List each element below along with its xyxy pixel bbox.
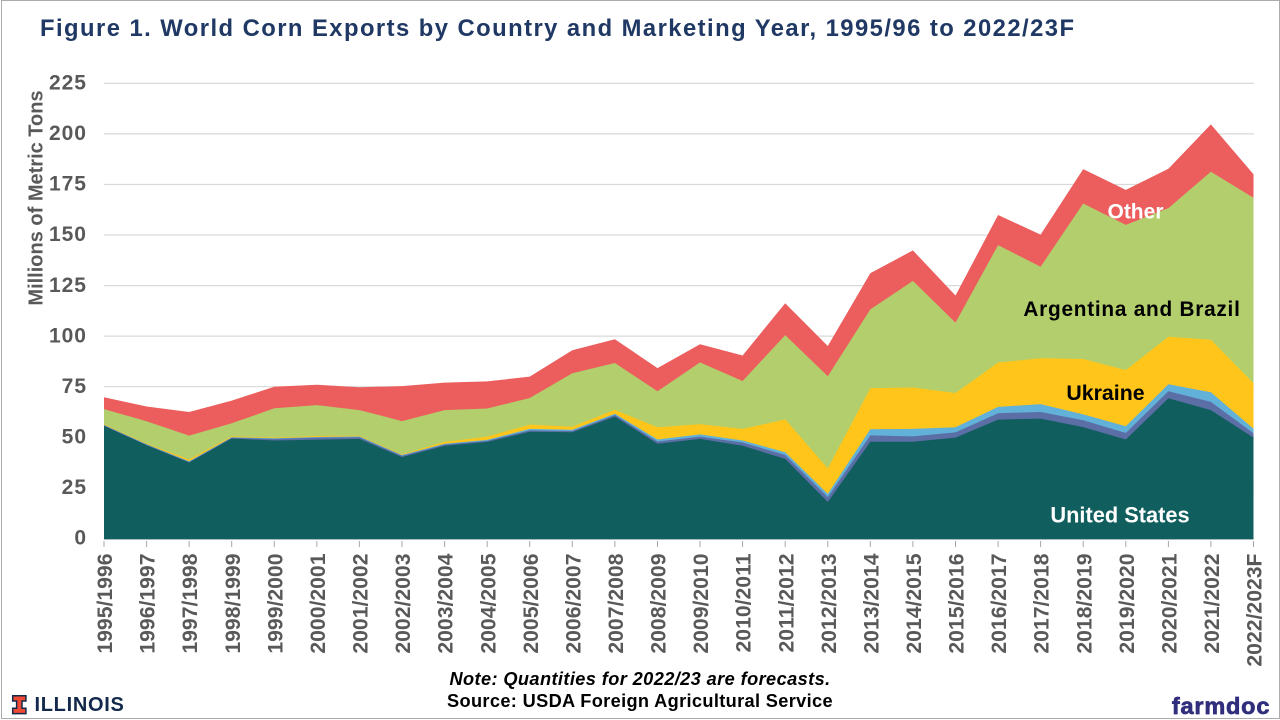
svg-text:1995/1996: 1995/1996	[94, 553, 117, 653]
svg-text:2009/2010: 2009/2010	[690, 554, 713, 654]
svg-text:Millions of Metric Tons: Millions of Metric Tons	[26, 90, 48, 305]
svg-text:2001/2002: 2001/2002	[350, 554, 373, 654]
svg-text:100: 100	[49, 324, 87, 347]
svg-text:175: 175	[49, 173, 87, 196]
svg-text:2020/2021: 2020/2021	[1159, 553, 1182, 653]
svg-text:1998/1999: 1998/1999	[222, 554, 245, 654]
svg-text:225: 225	[49, 72, 87, 95]
svg-text:2011/2012: 2011/2012	[775, 554, 798, 653]
svg-text:2018/2019: 2018/2019	[1073, 554, 1096, 654]
svg-text:2007/2008: 2007/2008	[605, 553, 628, 653]
svg-text:United States: United States	[1050, 503, 1189, 528]
svg-text:1997/1998: 1997/1998	[179, 553, 202, 653]
svg-text:0: 0	[74, 527, 87, 550]
svg-text:2004/2005: 2004/2005	[477, 553, 500, 653]
svg-text:2002/2003: 2002/2003	[392, 553, 415, 653]
svg-text:2021/2022: 2021/2022	[1201, 554, 1224, 654]
svg-text:150: 150	[49, 223, 87, 246]
svg-text:2006/2007: 2006/2007	[562, 554, 585, 654]
svg-text:200: 200	[49, 122, 87, 145]
svg-text:1996/1997: 1996/1997	[137, 554, 160, 654]
svg-text:Other: Other	[1107, 201, 1163, 224]
svg-text:2017/2018: 2017/2018	[1031, 553, 1054, 653]
svg-text:2012/2013: 2012/2013	[818, 553, 841, 653]
svg-text:25: 25	[62, 476, 87, 499]
svg-text:ILLINOIS: ILLINOIS	[35, 694, 125, 716]
svg-text:125: 125	[49, 274, 87, 297]
svg-text:2022/2023F: 2022/2023F	[1244, 553, 1267, 666]
svg-text:2005/2006: 2005/2006	[520, 553, 543, 653]
svg-text:Argentina and Brazil: Argentina and Brazil	[1023, 298, 1240, 321]
svg-text:2003/2004: 2003/2004	[435, 553, 458, 653]
svg-text:2008/2009: 2008/2009	[648, 554, 671, 654]
svg-text:2010/2011: 2010/2011	[733, 553, 756, 652]
svg-text:2016/2017: 2016/2017	[988, 554, 1011, 654]
svg-text:Ukraine: Ukraine	[1066, 381, 1144, 405]
svg-text:2019/2020: 2019/2020	[1116, 554, 1139, 654]
svg-text:2015/2016: 2015/2016	[946, 553, 969, 653]
svg-text:2000/2001: 2000/2001	[307, 553, 330, 653]
svg-text:75: 75	[62, 375, 87, 398]
svg-text:50: 50	[62, 425, 87, 448]
svg-text:2014/2015: 2014/2015	[903, 553, 926, 653]
svg-text:2013/2014: 2013/2014	[860, 553, 883, 653]
svg-text:1999/2000: 1999/2000	[264, 554, 287, 654]
